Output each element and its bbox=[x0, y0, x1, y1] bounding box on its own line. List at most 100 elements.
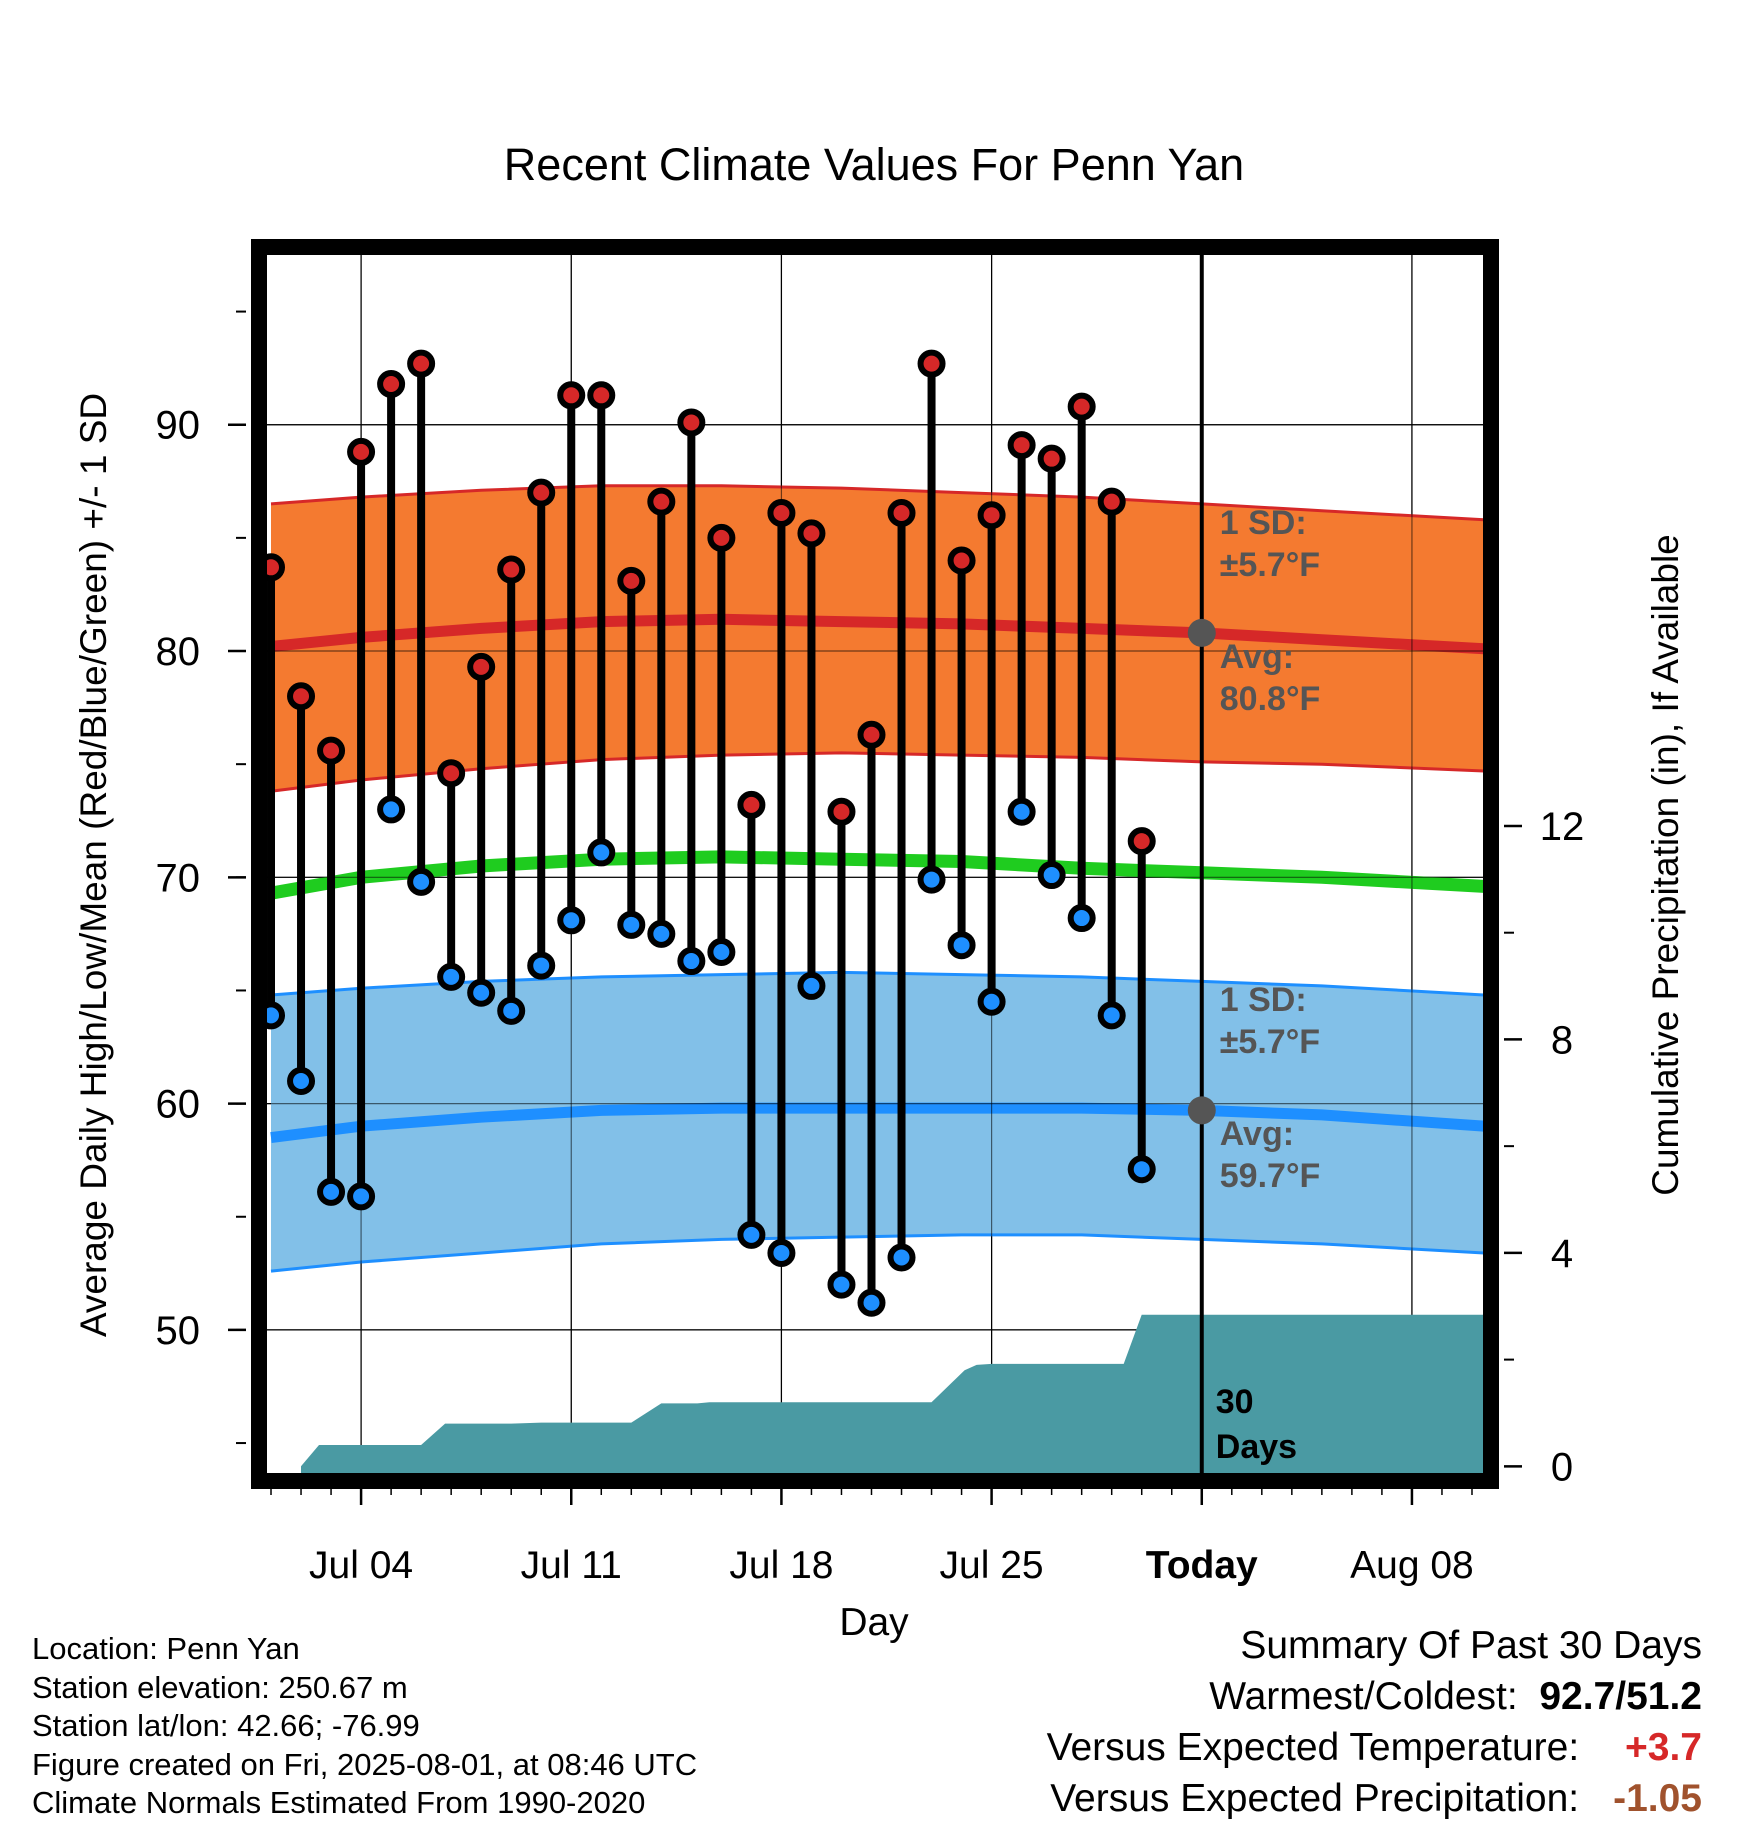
summary-warm-cold-row: Warmest/Coldest: 92.7/51.2 bbox=[1047, 1671, 1702, 1722]
daily-low-point bbox=[617, 910, 646, 939]
y-tick-label: 80 bbox=[156, 630, 201, 674]
high-sd-upper-edge bbox=[270, 484, 1484, 522]
daily-low-point bbox=[527, 951, 556, 980]
coldest-value: 51.2 bbox=[1626, 1675, 1702, 1718]
summary-title: Summary Of Past 30 Days bbox=[1240, 1624, 1702, 1667]
plot-area: 1 SD: ±5.7°F Avg: 80.8°F 1 SD: ±5.7°F Avg: 59.7… bbox=[156, 239, 1585, 1587]
created-text: Figure created on Fri, 2025-08-01, at 08… bbox=[32, 1746, 698, 1782]
x-tick-label: Jul 25 bbox=[940, 1544, 1044, 1587]
daily-low-point bbox=[1037, 861, 1066, 890]
daily-high-point bbox=[947, 546, 976, 575]
avg-high-line bbox=[270, 613, 1484, 655]
x-axis-label: Day bbox=[839, 1601, 909, 1644]
daily-high-point bbox=[1097, 487, 1126, 516]
low-avg-label: Avg: bbox=[1220, 1115, 1294, 1153]
temp-label: Versus Expected Temperature: bbox=[1046, 1726, 1580, 1769]
x-tick-label: Jul 11 bbox=[521, 1544, 622, 1587]
daily-low-point bbox=[977, 987, 1006, 1016]
daily-low-point bbox=[1007, 797, 1036, 826]
daily-high-point bbox=[287, 682, 316, 711]
daily-high-point bbox=[587, 381, 616, 410]
daily-low-point bbox=[947, 931, 976, 960]
summary-panel: Summary Of Past 30 Days Warmest/Coldest:… bbox=[1047, 1620, 1702, 1824]
daily-low-point bbox=[262, 1001, 286, 1030]
x-tick-label: Aug 08 bbox=[1350, 1544, 1474, 1587]
summary-precip-row: Versus Expected Precipitation: -1.05 bbox=[1047, 1773, 1702, 1824]
y-tick-label: 60 bbox=[156, 1083, 201, 1127]
daily-high-point bbox=[497, 555, 526, 584]
y2-tick-label: 4 bbox=[1551, 1232, 1573, 1276]
precip-label: Versus Expected Precipitation: bbox=[1050, 1777, 1580, 1820]
latlon-text: Station lat/lon: 42.66; -76.99 bbox=[32, 1708, 420, 1743]
warmest-value: 92.7 bbox=[1539, 1675, 1616, 1718]
low-sd-label: 1 SD: bbox=[1220, 981, 1307, 1019]
daily-low-point bbox=[437, 962, 466, 991]
daily-high-point bbox=[377, 369, 406, 398]
daily-high-point bbox=[827, 797, 856, 826]
daily-high-point bbox=[407, 349, 436, 378]
today-avg-high-marker bbox=[1187, 618, 1216, 647]
summary-temp-row: Versus Expected Temperature: +3.7 bbox=[1047, 1722, 1702, 1773]
daily-high-point bbox=[347, 437, 376, 466]
normals-text: Climate Normals Estimated From 1990-2020 bbox=[32, 1785, 646, 1820]
y-tick-label: 70 bbox=[156, 856, 201, 900]
daily-low-point bbox=[467, 978, 496, 1007]
elevation-text: Station elevation: 250.67 m bbox=[32, 1669, 408, 1705]
daily-low-point bbox=[827, 1270, 856, 1299]
y2-axis-label: Cumulative Precipitation (in), If Availa… bbox=[1645, 534, 1686, 1196]
days-count-label: 30 bbox=[1216, 1383, 1254, 1421]
plot-frame bbox=[251, 239, 1499, 1489]
daily-high-point bbox=[557, 381, 586, 410]
daily-low-point bbox=[587, 838, 616, 867]
y-axis-label: Average Daily High/Low/Mean (Red/Blue/Gr… bbox=[73, 393, 114, 1337]
y2-tick-label: 8 bbox=[1551, 1018, 1573, 1062]
daily-low-point bbox=[557, 906, 586, 935]
daily-high-point bbox=[737, 790, 766, 819]
y2-tick-label: 12 bbox=[1540, 805, 1585, 849]
y2-tick-label: 0 bbox=[1551, 1445, 1573, 1489]
chart-title: Recent Climate Values For Penn Yan bbox=[504, 139, 1244, 190]
daily-low-point bbox=[707, 937, 736, 966]
y-tick-label: 50 bbox=[156, 1309, 201, 1353]
daily-high-point bbox=[677, 408, 706, 437]
daily-high-point bbox=[887, 498, 916, 527]
daily-low-point bbox=[407, 867, 436, 896]
daily-low-point bbox=[497, 996, 526, 1025]
high-sd-label: 1 SD: bbox=[1220, 504, 1307, 542]
daily-low-point bbox=[737, 1220, 766, 1249]
daily-low-point bbox=[377, 795, 406, 824]
daily-low-point bbox=[287, 1066, 316, 1095]
daily-low-point bbox=[917, 865, 946, 894]
y-tick-label: 90 bbox=[156, 404, 201, 448]
daily-high-point bbox=[617, 566, 646, 595]
daily-high-point bbox=[262, 553, 286, 582]
daily-high-point bbox=[467, 652, 496, 681]
high-avg-value: 80.8°F bbox=[1220, 680, 1321, 718]
daily-high-point bbox=[707, 523, 736, 552]
daily-low-point bbox=[677, 947, 706, 976]
station-info: Location: Penn Yan Station elevation: 25… bbox=[32, 1630, 697, 1823]
daily-high-point bbox=[1067, 392, 1096, 421]
x-tick-label: Jul 18 bbox=[729, 1544, 833, 1587]
daily-high-point bbox=[647, 487, 676, 516]
x-tick-label: Today bbox=[1146, 1544, 1258, 1587]
daily-high-point bbox=[977, 501, 1006, 530]
daily-high-point bbox=[917, 349, 946, 378]
warm-cold-slash: / bbox=[1615, 1675, 1627, 1718]
daily-high-point bbox=[317, 736, 346, 765]
daily-low-point bbox=[887, 1243, 916, 1272]
daily-low-point bbox=[317, 1177, 346, 1206]
daily-low-point bbox=[1067, 904, 1096, 933]
daily-high-point bbox=[527, 478, 556, 507]
daily-high-point bbox=[437, 759, 466, 788]
low-sd-band bbox=[271, 972, 1484, 1272]
daily-low-point bbox=[647, 919, 676, 948]
low-avg-value: 59.7°F bbox=[1220, 1157, 1321, 1195]
today-avg-low-marker bbox=[1187, 1096, 1216, 1125]
precip-area bbox=[301, 1314, 1484, 1477]
daily-low-point bbox=[767, 1238, 796, 1267]
daily-low-point bbox=[347, 1182, 376, 1211]
daily-high-point bbox=[797, 519, 826, 548]
daily-low-point bbox=[1127, 1155, 1156, 1184]
